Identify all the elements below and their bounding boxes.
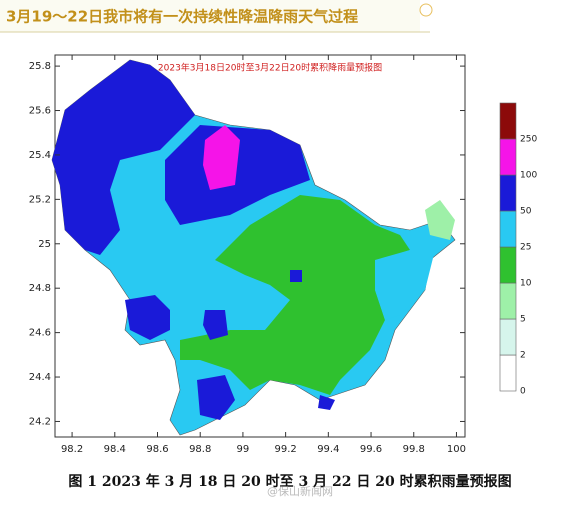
x-tick-label: 99.2 (274, 444, 296, 455)
y-tick-label: 25.2 (29, 194, 51, 205)
y-tick-label: 24.2 (29, 416, 51, 427)
legend-swatch (499, 318, 517, 356)
rain-area (425, 200, 455, 240)
y-tick-label: 24.8 (29, 283, 51, 294)
x-tick-label: 99.6 (360, 444, 382, 455)
map-title: 2023年3月18日20时至3月22日20时累积降雨量预报图 (158, 62, 382, 74)
rain-area (203, 125, 240, 190)
rain-area (197, 375, 235, 420)
legend-swatch (499, 282, 517, 320)
y-tick-label: 24.6 (29, 328, 51, 339)
caption: 图 1 2023 年 3 月 18 日 20 时至 3 月 22 日 20 时累… (68, 473, 511, 490)
x-tick-label: 98.8 (189, 444, 211, 455)
legend-label: 100 (520, 171, 537, 181)
flower-icon (419, 3, 433, 17)
rain-area (125, 295, 170, 340)
x-tick-label: 98.6 (146, 444, 168, 455)
y-tick-label: 24.4 (29, 372, 51, 383)
y-tick-label: 25 (38, 239, 51, 250)
legend-label: 2 (520, 351, 526, 361)
legend-swatch (499, 354, 517, 392)
legend-swatch (499, 210, 517, 248)
rain-map: 2023年3月18日20时至3月22日20时累积降雨量预报图 (51, 54, 466, 438)
rain-area (180, 195, 410, 395)
rain-area (375, 250, 435, 320)
legend-label: 25 (520, 243, 531, 253)
legend-swatch (499, 174, 517, 212)
legend-label: 10 (520, 279, 532, 289)
rain-area (290, 270, 302, 282)
x-tick-label: 98.2 (61, 444, 83, 455)
rain-area (318, 395, 335, 410)
rain-area (52, 60, 195, 255)
legend-label: 5 (520, 315, 526, 325)
legend-label: 250 (520, 135, 537, 145)
legend-swatch (499, 102, 517, 140)
x-tick-label: 98.4 (104, 444, 126, 455)
legend-swatch (499, 246, 517, 284)
watermark: @保山新闻网 (267, 484, 333, 498)
legend-label: 0 (520, 387, 526, 397)
page-title: 3月19～22日我市将有一次持续性降温降雨天气过程 (6, 8, 358, 26)
x-tick-label: 99 (237, 444, 250, 455)
rain-area (203, 310, 228, 340)
rain-area (165, 125, 310, 225)
x-tick-label: 99.8 (403, 444, 425, 455)
x-tick-label: 99.4 (317, 444, 339, 455)
legend-swatch (499, 138, 517, 176)
y-tick-label: 25.4 (29, 150, 51, 161)
legend-label: 50 (520, 207, 532, 217)
y-tick-label: 25.8 (29, 61, 51, 72)
y-tick-label: 25.6 (29, 106, 51, 117)
x-tick-label: 100 (447, 444, 466, 455)
title-bar (0, 0, 420, 32)
